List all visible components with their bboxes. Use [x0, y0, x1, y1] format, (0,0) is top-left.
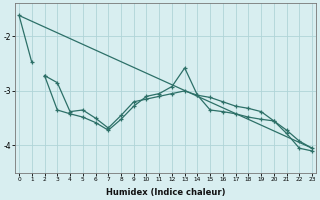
X-axis label: Humidex (Indice chaleur): Humidex (Indice chaleur) — [106, 188, 225, 197]
